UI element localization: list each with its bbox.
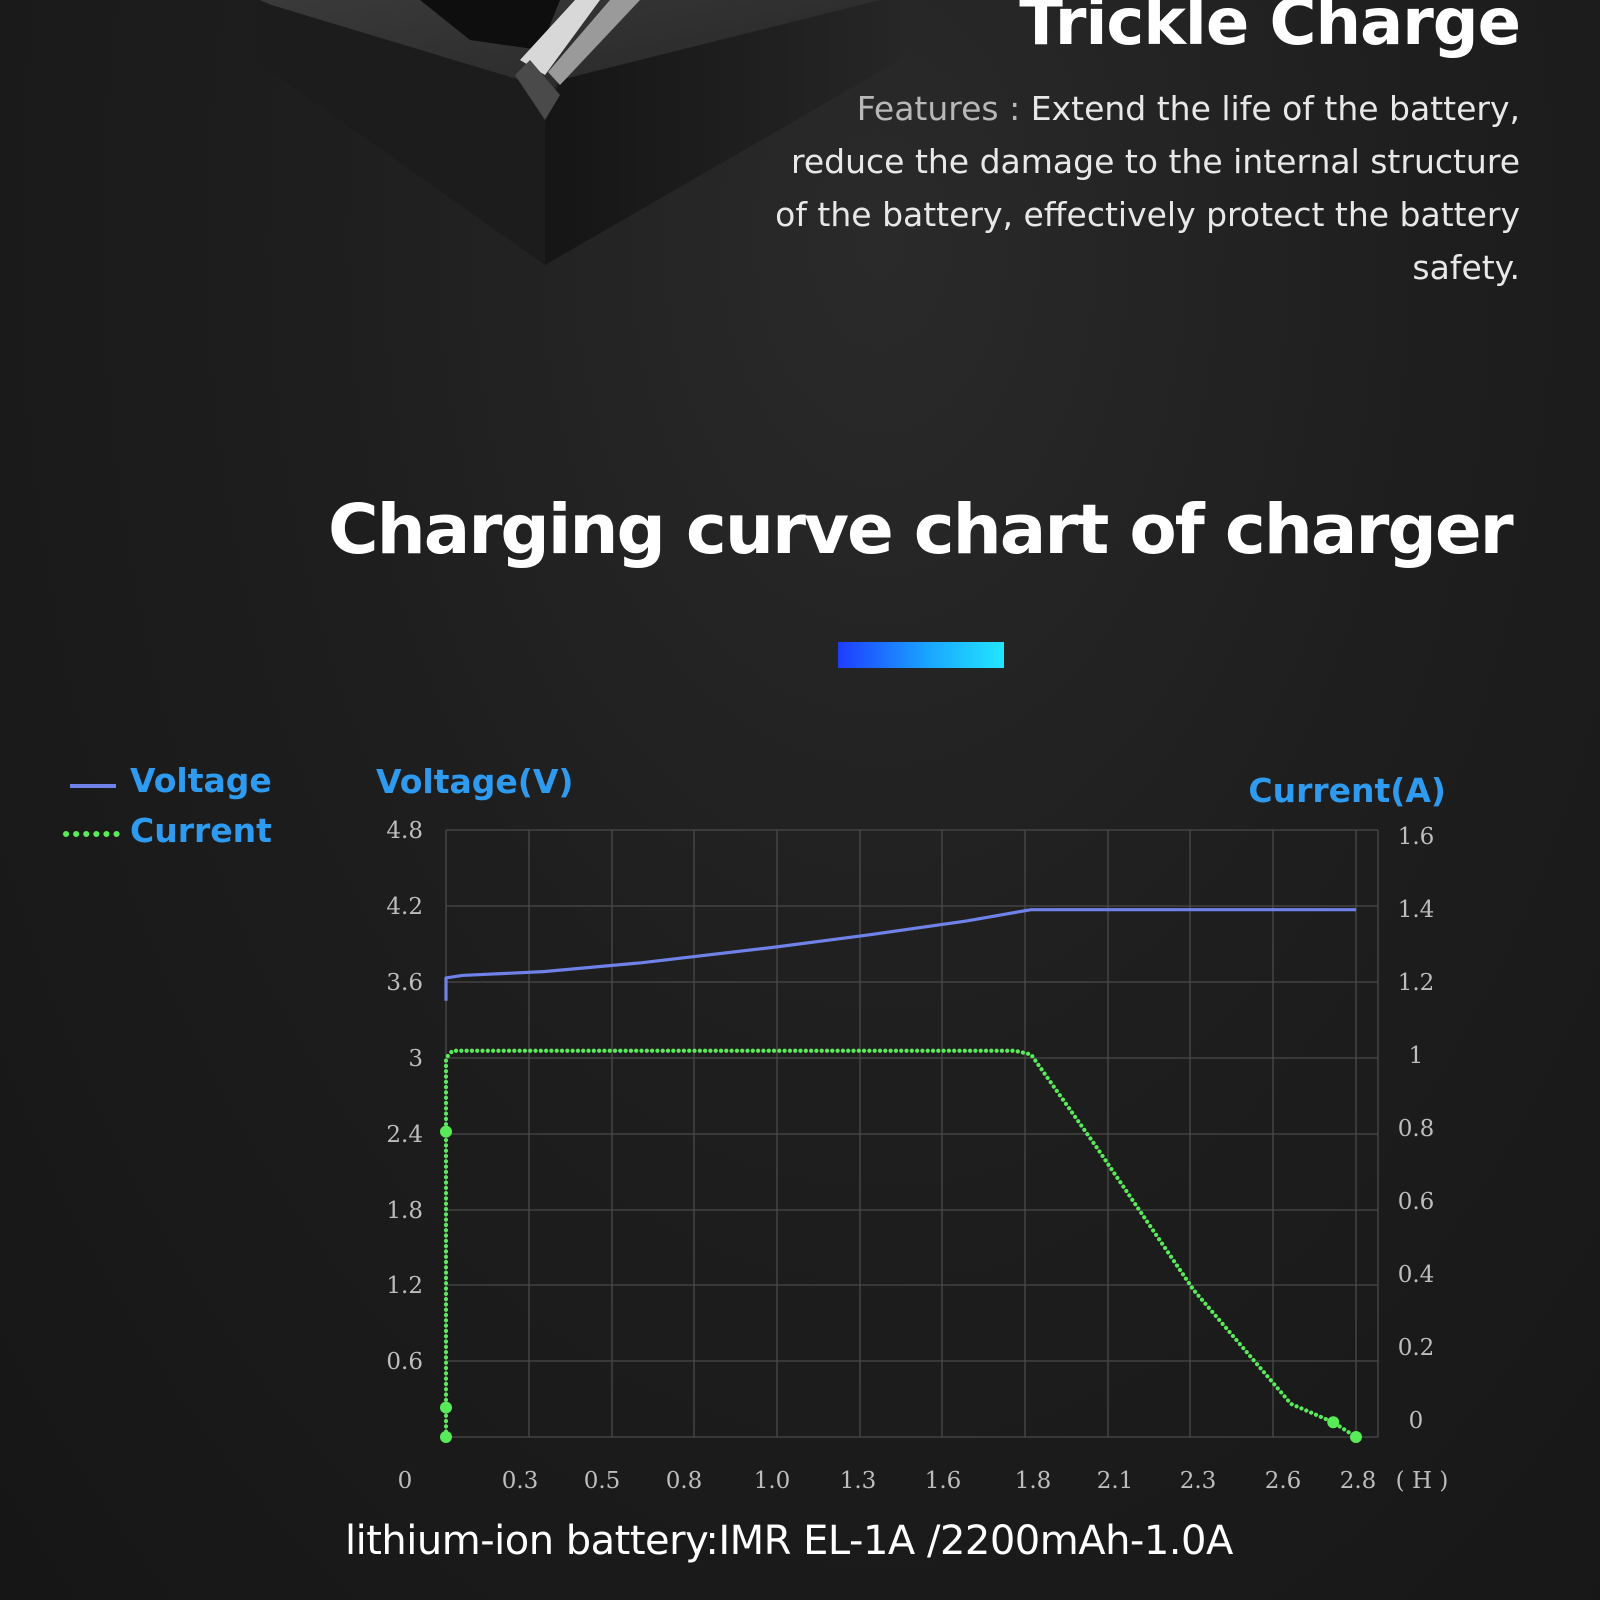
y-left-tick-label: 0.6 [386,1349,423,1375]
legend-current-label: Current [130,811,272,850]
y-left-tick-label: 4.8 [386,818,423,844]
current-series-marker [440,1125,452,1138]
y-left-tick-label: 2.4 [386,1122,423,1148]
y-right-tick-label: 0.2 [1398,1335,1435,1361]
y-right-tick-label: 1.6 [1398,824,1435,850]
y-left-tick-label: 1.8 [386,1198,423,1224]
y-left-tick-label: 3 [408,1046,423,1072]
current-series-line [443,1048,1359,1440]
y-right-tick-label: 1.2 [1398,970,1435,996]
y-left-tick-label: 3.6 [386,970,423,996]
x-axis-unit-label: ( H ) [1396,1468,1449,1494]
features-label: Features : [856,89,1021,128]
features-text: Extend the life of the battery, reduce t… [775,89,1520,287]
current-series-marker [440,1431,452,1443]
x-tick-label: 0 [398,1468,413,1494]
x-tick-label: 1.0 [754,1468,791,1494]
chart-title: Charging curve chart of charger [328,490,1514,570]
y-right-tick-label: 0.8 [1398,1116,1435,1142]
battery-caption: lithium-ion battery:IMR EL-1A /2200mAh-1… [345,1518,1233,1564]
y-left-tick-label: 1.2 [386,1273,423,1299]
y-right-tick-label: 0.4 [1398,1262,1435,1288]
y-right-tick-label: 1 [1409,1043,1424,1069]
x-tick-label: 2.6 [1265,1468,1302,1494]
current-series-marker [1350,1431,1362,1443]
x-tick-label: 2.3 [1180,1468,1217,1494]
section-title: Trickle Charge [1019,0,1521,60]
current-series-marker [440,1401,452,1414]
x-tick-label: 0.5 [584,1468,621,1494]
accent-gradient-bar [838,642,1004,668]
x-tick-label: 2.1 [1097,1468,1134,1494]
current-series-marker [1327,1416,1340,1429]
y-right-tick-label: 1.4 [1398,897,1435,923]
y-left-tick-label: 4.2 [386,894,423,920]
features-description: Features : Extend the life of the batter… [760,82,1520,294]
x-tick-label: 1.6 [925,1468,962,1494]
x-tick-label: 1.8 [1015,1468,1052,1494]
x-tick-label: 0.8 [666,1468,703,1494]
x-tick-label: 0.3 [502,1468,539,1494]
legend-voltage-label: Voltage [130,761,272,800]
y-right-tick-label: 0 [1409,1408,1424,1434]
x-tick-label: 2.8 [1340,1468,1377,1494]
charger-device-image [255,0,900,265]
y-left-axis-title: Voltage(V) [376,762,573,801]
voltage-series-line [444,908,1356,1001]
y-right-axis-title: Current(A) [1248,771,1446,810]
y-right-tick-label: 0.6 [1398,1189,1435,1215]
x-tick-label: 1.3 [840,1468,877,1494]
